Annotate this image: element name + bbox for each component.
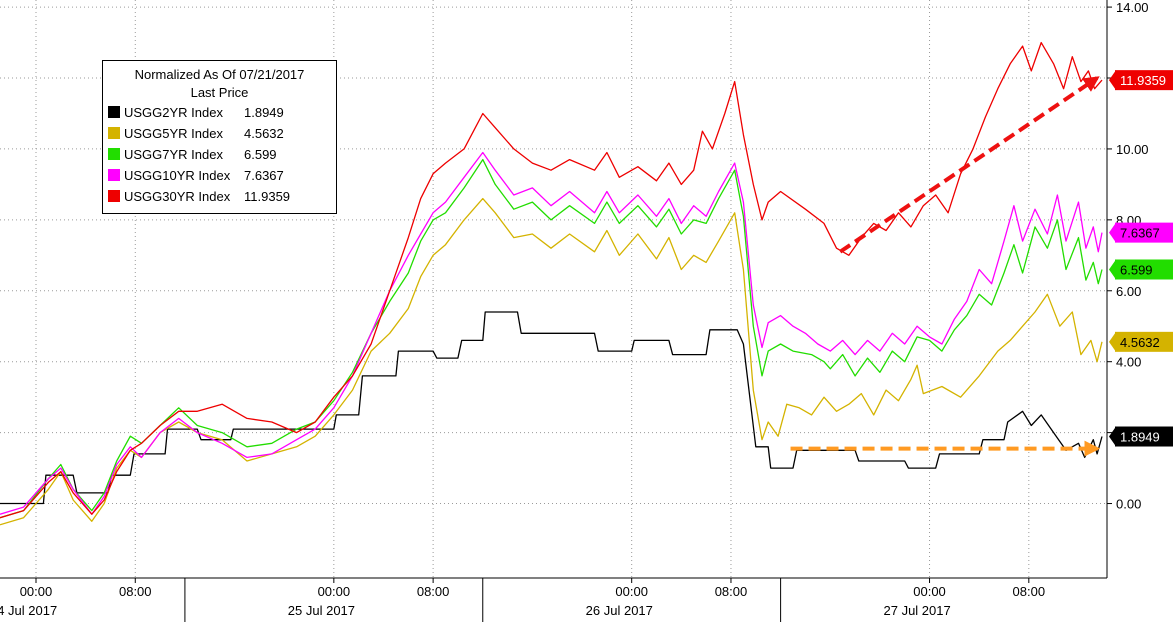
last-value-badge-pointer (1109, 331, 1116, 352)
x-tick-label: 08:00 (715, 584, 748, 599)
x-tick-label: 00:00 (913, 584, 946, 599)
legend-series-name: USGG7YR Index (124, 147, 223, 162)
legend-last-value: 7.6367 (244, 168, 284, 183)
rising-trend-arrow (839, 76, 1100, 254)
last-value-badge-pointer (1109, 426, 1116, 447)
x-tick-label: 08:00 (119, 584, 152, 599)
legend-series-name: USGG10YR Index (124, 168, 231, 183)
legend-entry: USGG10YR Index 7.6367 (103, 165, 336, 186)
legend-last-value: 11.9359 (244, 189, 291, 204)
legend-last-value: 4.5632 (244, 126, 284, 141)
legend-series-name: USGG5YR Index (124, 126, 223, 141)
last-value-badge (1115, 222, 1173, 243)
legend-swatch (108, 169, 120, 181)
last-value-badge-pointer (1109, 222, 1116, 243)
series-line-usgg30yr (0, 41, 1103, 519)
legend-entry: USGG5YR Index 4.5632 (103, 123, 336, 144)
last-value-badge-label: 11.9359 (1120, 73, 1166, 88)
date-label: 27 Jul 2017 (884, 603, 951, 618)
series-line-usgg2yr (0, 311, 1103, 505)
legend-entry: USGG30YR Index 11.9359 (103, 186, 336, 207)
legend-swatch (108, 148, 120, 160)
last-value-badge (1115, 70, 1173, 91)
last-value-badge-pointer (1109, 70, 1116, 91)
y-tick-label: 10.00 (1116, 142, 1149, 157)
last-value-badge-label: 7.6367 (1120, 226, 1160, 241)
legend-last-value: 1.8949 (244, 105, 284, 120)
date-label: 26 Jul 2017 (586, 603, 653, 618)
series-line-usgg5yr (0, 197, 1103, 526)
series-layer (0, 41, 1103, 526)
legend-swatch (108, 127, 120, 139)
last-value-badge-label: 4.5632 (1120, 335, 1160, 350)
legend-entry: USGG2YR Index 1.8949 (103, 102, 336, 123)
x-tick-label: 00:00 (615, 584, 648, 599)
legend-box: Normalized As Of 07/21/2017 Last Price U… (102, 60, 337, 214)
series-line-usgg7yr (0, 158, 1103, 519)
x-tick-label: 08:00 (1013, 584, 1046, 599)
y-tick-label: 0.00 (1116, 497, 1141, 512)
legend-rows: USGG2YR Index 1.8949 USGG5YR Index 4.5632 US… (103, 102, 336, 207)
y-tick-label: 4.00 (1116, 355, 1141, 370)
series-line-usgg10yr (0, 151, 1103, 515)
last-value-badge-pointer (1109, 259, 1116, 280)
legend-series-name: USGG30YR Index (124, 189, 231, 204)
legend-swatch (108, 106, 120, 118)
x-tick-label: 00:00 (318, 584, 351, 599)
last-value-badge (1115, 331, 1173, 352)
legend-swatch (108, 190, 120, 202)
badge-layer: 1.8949 4.5632 6.599 7.6367 11.9359 (1109, 70, 1173, 447)
last-value-badge (1115, 426, 1173, 447)
last-value-badge-label: 6.599 (1120, 262, 1153, 277)
y-tick-label: 6.00 (1116, 284, 1141, 299)
legend-subtitle: Last Price (190, 85, 249, 100)
x-tick-label: 00:00 (20, 584, 53, 599)
date-label: 24 Jul 2017 (0, 603, 57, 618)
legend-title: Normalized As Of 07/21/2017 (134, 67, 305, 82)
last-value-badge-label: 1.8949 (1120, 430, 1160, 445)
last-value-badge (1115, 259, 1173, 280)
legend-last-value: 6.599 (244, 147, 277, 162)
legend-entry: USGG7YR Index 6.599 (103, 144, 336, 165)
x-tick-label: 08:00 (417, 584, 450, 599)
annotation-layer (790, 76, 1101, 457)
date-label: 25 Jul 2017 (288, 603, 355, 618)
y-tick-label: 14.00 (1116, 0, 1149, 15)
legend-series-name: USGG2YR Index (124, 105, 223, 120)
